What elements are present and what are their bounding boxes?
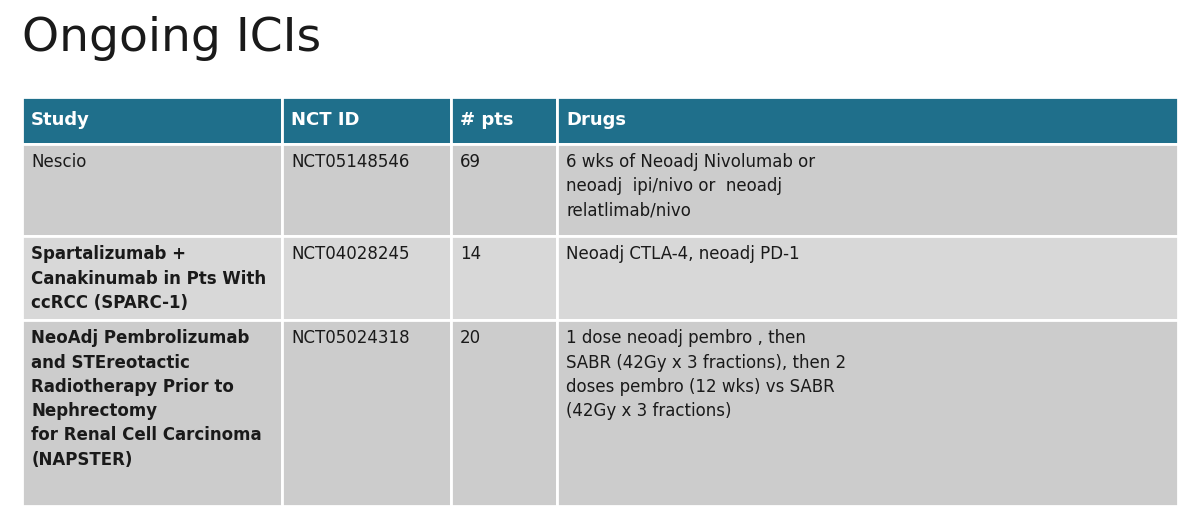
Text: NCT ID: NCT ID xyxy=(292,111,360,129)
Text: 20: 20 xyxy=(460,329,481,347)
Text: NCT05148546: NCT05148546 xyxy=(292,153,410,171)
Text: Drugs: Drugs xyxy=(566,111,626,129)
Text: Ongoing ICIs: Ongoing ICIs xyxy=(22,16,320,61)
Text: Neoadj CTLA-4, neoadj PD-1: Neoadj CTLA-4, neoadj PD-1 xyxy=(566,245,800,263)
Text: 1 dose neoadj pembro , then
SABR (42Gy x 3 fractions), then 2
doses pembro (12 w: 1 dose neoadj pembro , then SABR (42Gy x… xyxy=(566,329,846,420)
Text: Study: Study xyxy=(31,111,90,129)
Text: NCT05024318: NCT05024318 xyxy=(292,329,410,347)
Text: NeoAdj Pembrolizumab
and STEreotactic
Radiotherapy Prior to
Nephrectomy
for Rena: NeoAdj Pembrolizumab and STEreotactic Ra… xyxy=(31,329,262,469)
Text: 69: 69 xyxy=(460,153,481,171)
Text: 6 wks of Neoadj Nivolumab or
neoadj  ipi/nivo or  neoadj
relatlimab/nivo: 6 wks of Neoadj Nivolumab or neoadj ipi/… xyxy=(566,153,815,220)
Text: Spartalizumab +
Canakinumab in Pts With
ccRCC (SPARC-1): Spartalizumab + Canakinumab in Pts With … xyxy=(31,245,266,312)
Text: Nescio: Nescio xyxy=(31,153,86,171)
Text: NCT04028245: NCT04028245 xyxy=(292,245,410,263)
Text: 14: 14 xyxy=(460,245,481,263)
Text: # pts: # pts xyxy=(460,111,514,129)
